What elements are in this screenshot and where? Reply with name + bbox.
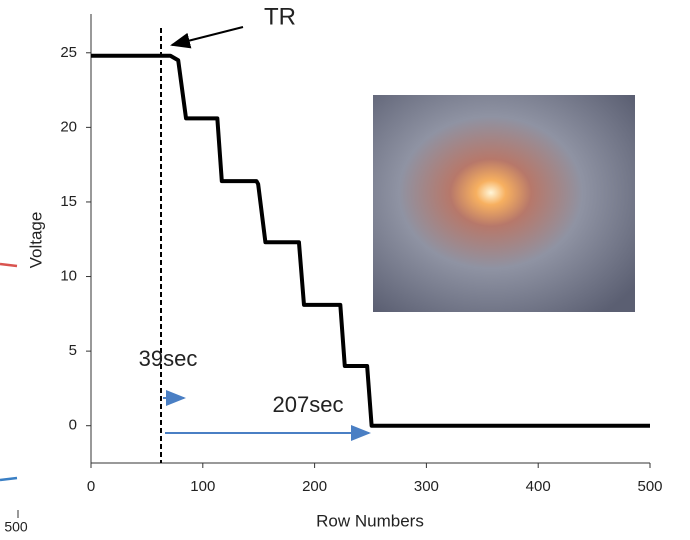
fragment-line	[0, 476, 18, 482]
x-tick-label: 100	[190, 478, 215, 495]
photo-inset	[373, 95, 635, 312]
y-tick-label: 0	[69, 417, 77, 434]
x-tick-label: 400	[526, 478, 551, 495]
tr-arrow	[170, 26, 244, 49]
y-tick-label: 10	[60, 268, 77, 285]
data-line	[91, 53, 650, 428]
annotation: TR	[264, 3, 296, 30]
x-tick-label: 500	[637, 478, 662, 495]
x-tick-label: 200	[302, 478, 327, 495]
fragment-line	[0, 262, 18, 268]
x-tick-label: 300	[414, 478, 439, 495]
y-axis-label: Voltage	[26, 212, 45, 269]
annotation: 39sec	[139, 346, 198, 371]
x-axis-label: Row Numbers	[316, 511, 424, 530]
y-tick-label: 15	[60, 193, 77, 210]
y-tick-label: 25	[60, 44, 77, 61]
fragment-label: 500	[4, 519, 28, 535]
annotation: 207sec	[273, 392, 344, 417]
x-tick-label: 0	[87, 478, 95, 495]
y-tick-label: 20	[60, 118, 77, 135]
y-tick-label: 5	[69, 342, 77, 359]
